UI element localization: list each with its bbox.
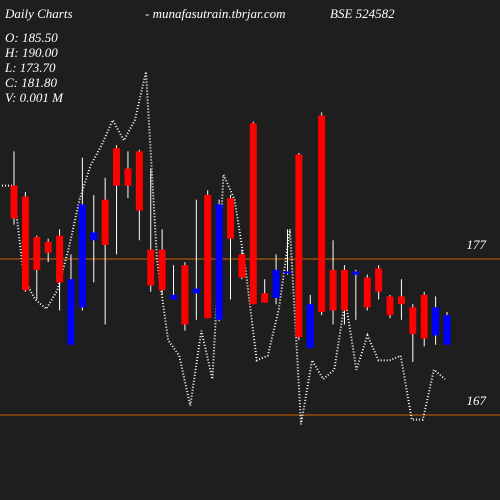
candle-body xyxy=(158,249,166,291)
info-line: V: 0.001 M xyxy=(5,90,64,105)
candle-body xyxy=(44,241,52,253)
candle-body xyxy=(204,195,212,319)
symbol: BSE 524582 xyxy=(330,6,395,21)
candle-body xyxy=(67,279,75,345)
candle-body xyxy=(397,296,405,305)
candle-body xyxy=(10,185,18,219)
candle-body xyxy=(283,271,291,274)
candle-body xyxy=(352,271,360,275)
candle-body xyxy=(363,277,371,308)
candle-body xyxy=(56,235,64,283)
candle-body xyxy=(306,304,314,348)
y-tick-label: 167 xyxy=(467,393,487,408)
candle-body xyxy=(261,293,269,303)
candle-body xyxy=(170,294,178,300)
candle-body xyxy=(420,294,428,339)
candle-body xyxy=(135,151,143,211)
candle-body xyxy=(113,148,121,186)
candle-body xyxy=(386,296,394,316)
info-line: L: 173.70 xyxy=(4,60,56,75)
candle-body xyxy=(21,196,29,291)
chart-title: Daily Charts xyxy=(4,6,73,21)
candle-body xyxy=(443,315,451,345)
candle-body xyxy=(227,198,234,239)
y-tick-label: 177 xyxy=(467,237,487,252)
candle-body xyxy=(238,254,246,278)
candle-body xyxy=(101,199,109,245)
candle-body xyxy=(124,168,132,186)
candle-body xyxy=(272,269,280,298)
candle-body xyxy=(147,249,155,286)
chart-subtitle: - munafasutrain.tbrjar.com xyxy=(145,6,285,21)
candle-body xyxy=(33,237,41,270)
candle-body xyxy=(318,115,326,313)
candle-body xyxy=(409,307,417,334)
candle-body xyxy=(375,268,383,292)
candle-body xyxy=(249,123,257,305)
candle-body xyxy=(90,232,98,241)
candle-body xyxy=(295,154,303,337)
candle-body xyxy=(181,265,189,325)
info-line: C: 181.80 xyxy=(5,75,58,90)
candle-body xyxy=(329,269,337,311)
candle-body xyxy=(340,269,348,311)
candle-body xyxy=(78,204,86,308)
candle-body xyxy=(432,307,440,336)
candle-body xyxy=(215,204,223,320)
info-line: O: 185.50 xyxy=(5,30,58,45)
overlay-line xyxy=(2,71,446,425)
info-line: H: 190.00 xyxy=(4,45,58,60)
candle-body xyxy=(192,288,200,294)
